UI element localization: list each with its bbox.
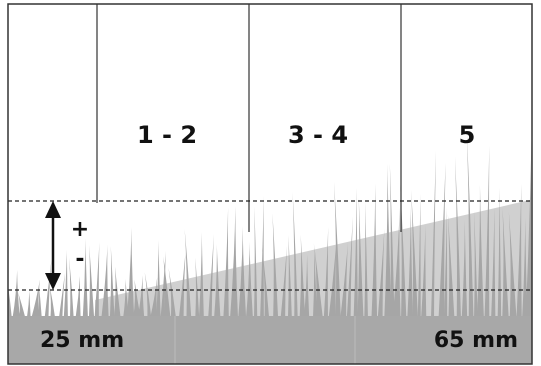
grass-blade <box>421 224 427 318</box>
grass-blade <box>371 183 378 318</box>
grass-blade <box>438 162 446 318</box>
grass-blade <box>430 150 436 318</box>
grass-blade <box>292 192 298 318</box>
grass-blades <box>7 132 533 318</box>
grass-blade <box>497 187 502 318</box>
grass-blade <box>476 184 484 318</box>
grass-blade <box>280 246 287 318</box>
grass-blade <box>58 273 65 318</box>
grass-blade <box>26 290 31 318</box>
column-label-1: 1 - 2 <box>137 121 197 149</box>
grass-blade <box>262 247 270 318</box>
grass-blade <box>31 279 40 318</box>
column-label-3: 5 <box>459 121 476 149</box>
grass-blade <box>113 266 121 318</box>
grass-blade <box>82 238 88 318</box>
grass-blade <box>314 247 323 318</box>
grass-blade <box>137 275 145 318</box>
grass-blade <box>49 283 56 318</box>
grass-blade <box>195 257 200 318</box>
grass-blade <box>12 269 20 318</box>
grass-blade <box>133 279 141 318</box>
grass-blade <box>272 213 279 318</box>
grass-blade <box>238 226 247 318</box>
grass-blade <box>126 227 135 318</box>
grass-blade <box>184 229 192 318</box>
grass-blade <box>443 207 448 318</box>
grass-blade <box>123 278 130 318</box>
grass-blade <box>466 132 474 318</box>
grass-blade <box>168 267 177 318</box>
grass-blade <box>323 226 329 318</box>
grass-blade <box>160 250 166 318</box>
arrow-up-head-icon <box>45 201 61 218</box>
grass-blade <box>340 242 348 318</box>
grass-blade <box>328 235 337 318</box>
grass-blade <box>208 234 214 318</box>
grass-blade <box>364 201 368 318</box>
grass-blade <box>94 242 100 318</box>
grass-blade <box>474 211 478 318</box>
grass-blade <box>353 187 358 318</box>
max-height-label: 65 mm <box>434 328 518 353</box>
grass-blade <box>417 193 421 318</box>
min-height-label: 25 mm <box>40 328 124 353</box>
grass-blade <box>400 184 407 318</box>
grass-blade <box>334 181 341 318</box>
grass-blade <box>303 254 310 318</box>
grass-blade <box>198 232 204 318</box>
grass-blade <box>101 244 109 318</box>
column-label-2: 3 - 4 <box>288 121 348 149</box>
grass-blade <box>484 145 490 318</box>
grass-blade <box>178 251 186 318</box>
grass-blade <box>163 256 171 318</box>
grass-blade <box>88 245 95 318</box>
grass-blade <box>392 207 401 318</box>
grass-blade <box>447 213 455 318</box>
minus-sign: - <box>75 247 84 272</box>
grass-blade <box>389 163 395 318</box>
grass-blade <box>156 239 161 318</box>
plus-sign: + <box>71 217 89 242</box>
grass-blade <box>299 234 306 318</box>
grass-blade <box>109 246 115 318</box>
grass-blade <box>312 243 318 318</box>
grass-blade <box>516 183 522 318</box>
rising-level-wedge <box>95 200 530 318</box>
grass-blade <box>144 272 152 318</box>
grass-blade <box>287 234 292 318</box>
grass-blade <box>69 257 74 318</box>
grass-blade <box>37 285 42 318</box>
grass-blade <box>411 190 418 318</box>
grass-blade <box>18 291 26 318</box>
arrow-down-head-icon <box>45 273 61 290</box>
grass-blade <box>260 195 264 318</box>
grass-blade <box>150 277 158 318</box>
grass-blade <box>214 244 221 318</box>
grass-blade <box>525 140 533 318</box>
grass-blade <box>377 228 385 318</box>
grass-blade <box>455 156 461 318</box>
grass-blade <box>63 249 68 318</box>
grass-blade <box>75 276 81 318</box>
grass-blade <box>522 217 528 318</box>
grass-blade <box>346 216 353 318</box>
ground-base <box>8 316 532 364</box>
grass-blade <box>461 219 468 318</box>
grass-blade <box>384 163 392 318</box>
grass-blade <box>508 211 517 318</box>
grass-blade <box>357 198 364 318</box>
grass-blade <box>245 241 253 318</box>
diagram-frame <box>7 3 533 365</box>
